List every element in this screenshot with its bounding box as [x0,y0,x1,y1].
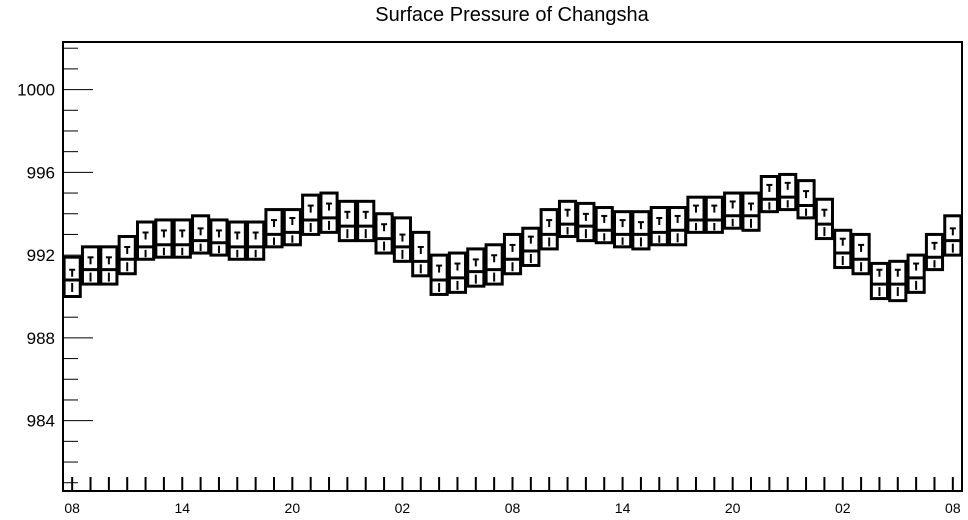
x-tick-label: 20 [285,500,301,516]
box [209,218,229,257]
box [833,228,853,270]
box [594,206,614,245]
box [888,259,908,303]
y-tick-label: 996 [27,163,55,182]
box [778,172,798,212]
box [319,191,339,234]
box [246,220,266,261]
box [649,206,669,247]
box [80,245,101,286]
box [502,232,523,276]
box [943,214,963,257]
box [814,197,834,241]
x-tick-label: 02 [835,500,851,516]
box [374,212,394,255]
box [759,174,779,214]
box [99,245,119,286]
box [264,208,284,249]
x-tick-label: 08 [64,500,80,516]
box [668,206,688,247]
box [796,179,816,220]
box [484,243,504,286]
x-tick-label: 14 [615,500,631,516]
box [447,251,468,294]
box [906,253,926,294]
x-tick-label: 08 [945,500,961,516]
box [282,208,302,247]
box [154,218,174,259]
box [337,199,357,243]
y-tick-label: 984 [27,412,55,431]
box [135,220,156,261]
box [62,255,82,299]
box [301,193,321,236]
box [851,232,871,276]
box [429,253,449,296]
box [539,208,559,251]
box [631,210,651,251]
box [613,210,633,249]
x-tick-label: 14 [174,500,190,516]
box [686,195,706,234]
box [723,191,743,230]
box [521,226,541,267]
box [172,218,192,259]
x-tick-label: 08 [505,500,521,516]
box [466,247,486,288]
y-tick-label: 988 [27,329,55,348]
chart-title: Surface Pressure of Changsha [375,4,649,26]
y-tick-label: 1000 [17,81,55,100]
box [227,220,247,261]
box [869,261,890,301]
box [704,195,724,234]
box [741,191,761,232]
box [117,234,137,276]
box [411,230,431,278]
x-tick-label: 02 [395,500,411,516]
box [356,199,376,243]
box [557,199,578,238]
y-tick-label: 992 [27,246,55,265]
box [924,232,945,272]
x-tick-label: 20 [725,500,741,516]
box [576,201,596,243]
